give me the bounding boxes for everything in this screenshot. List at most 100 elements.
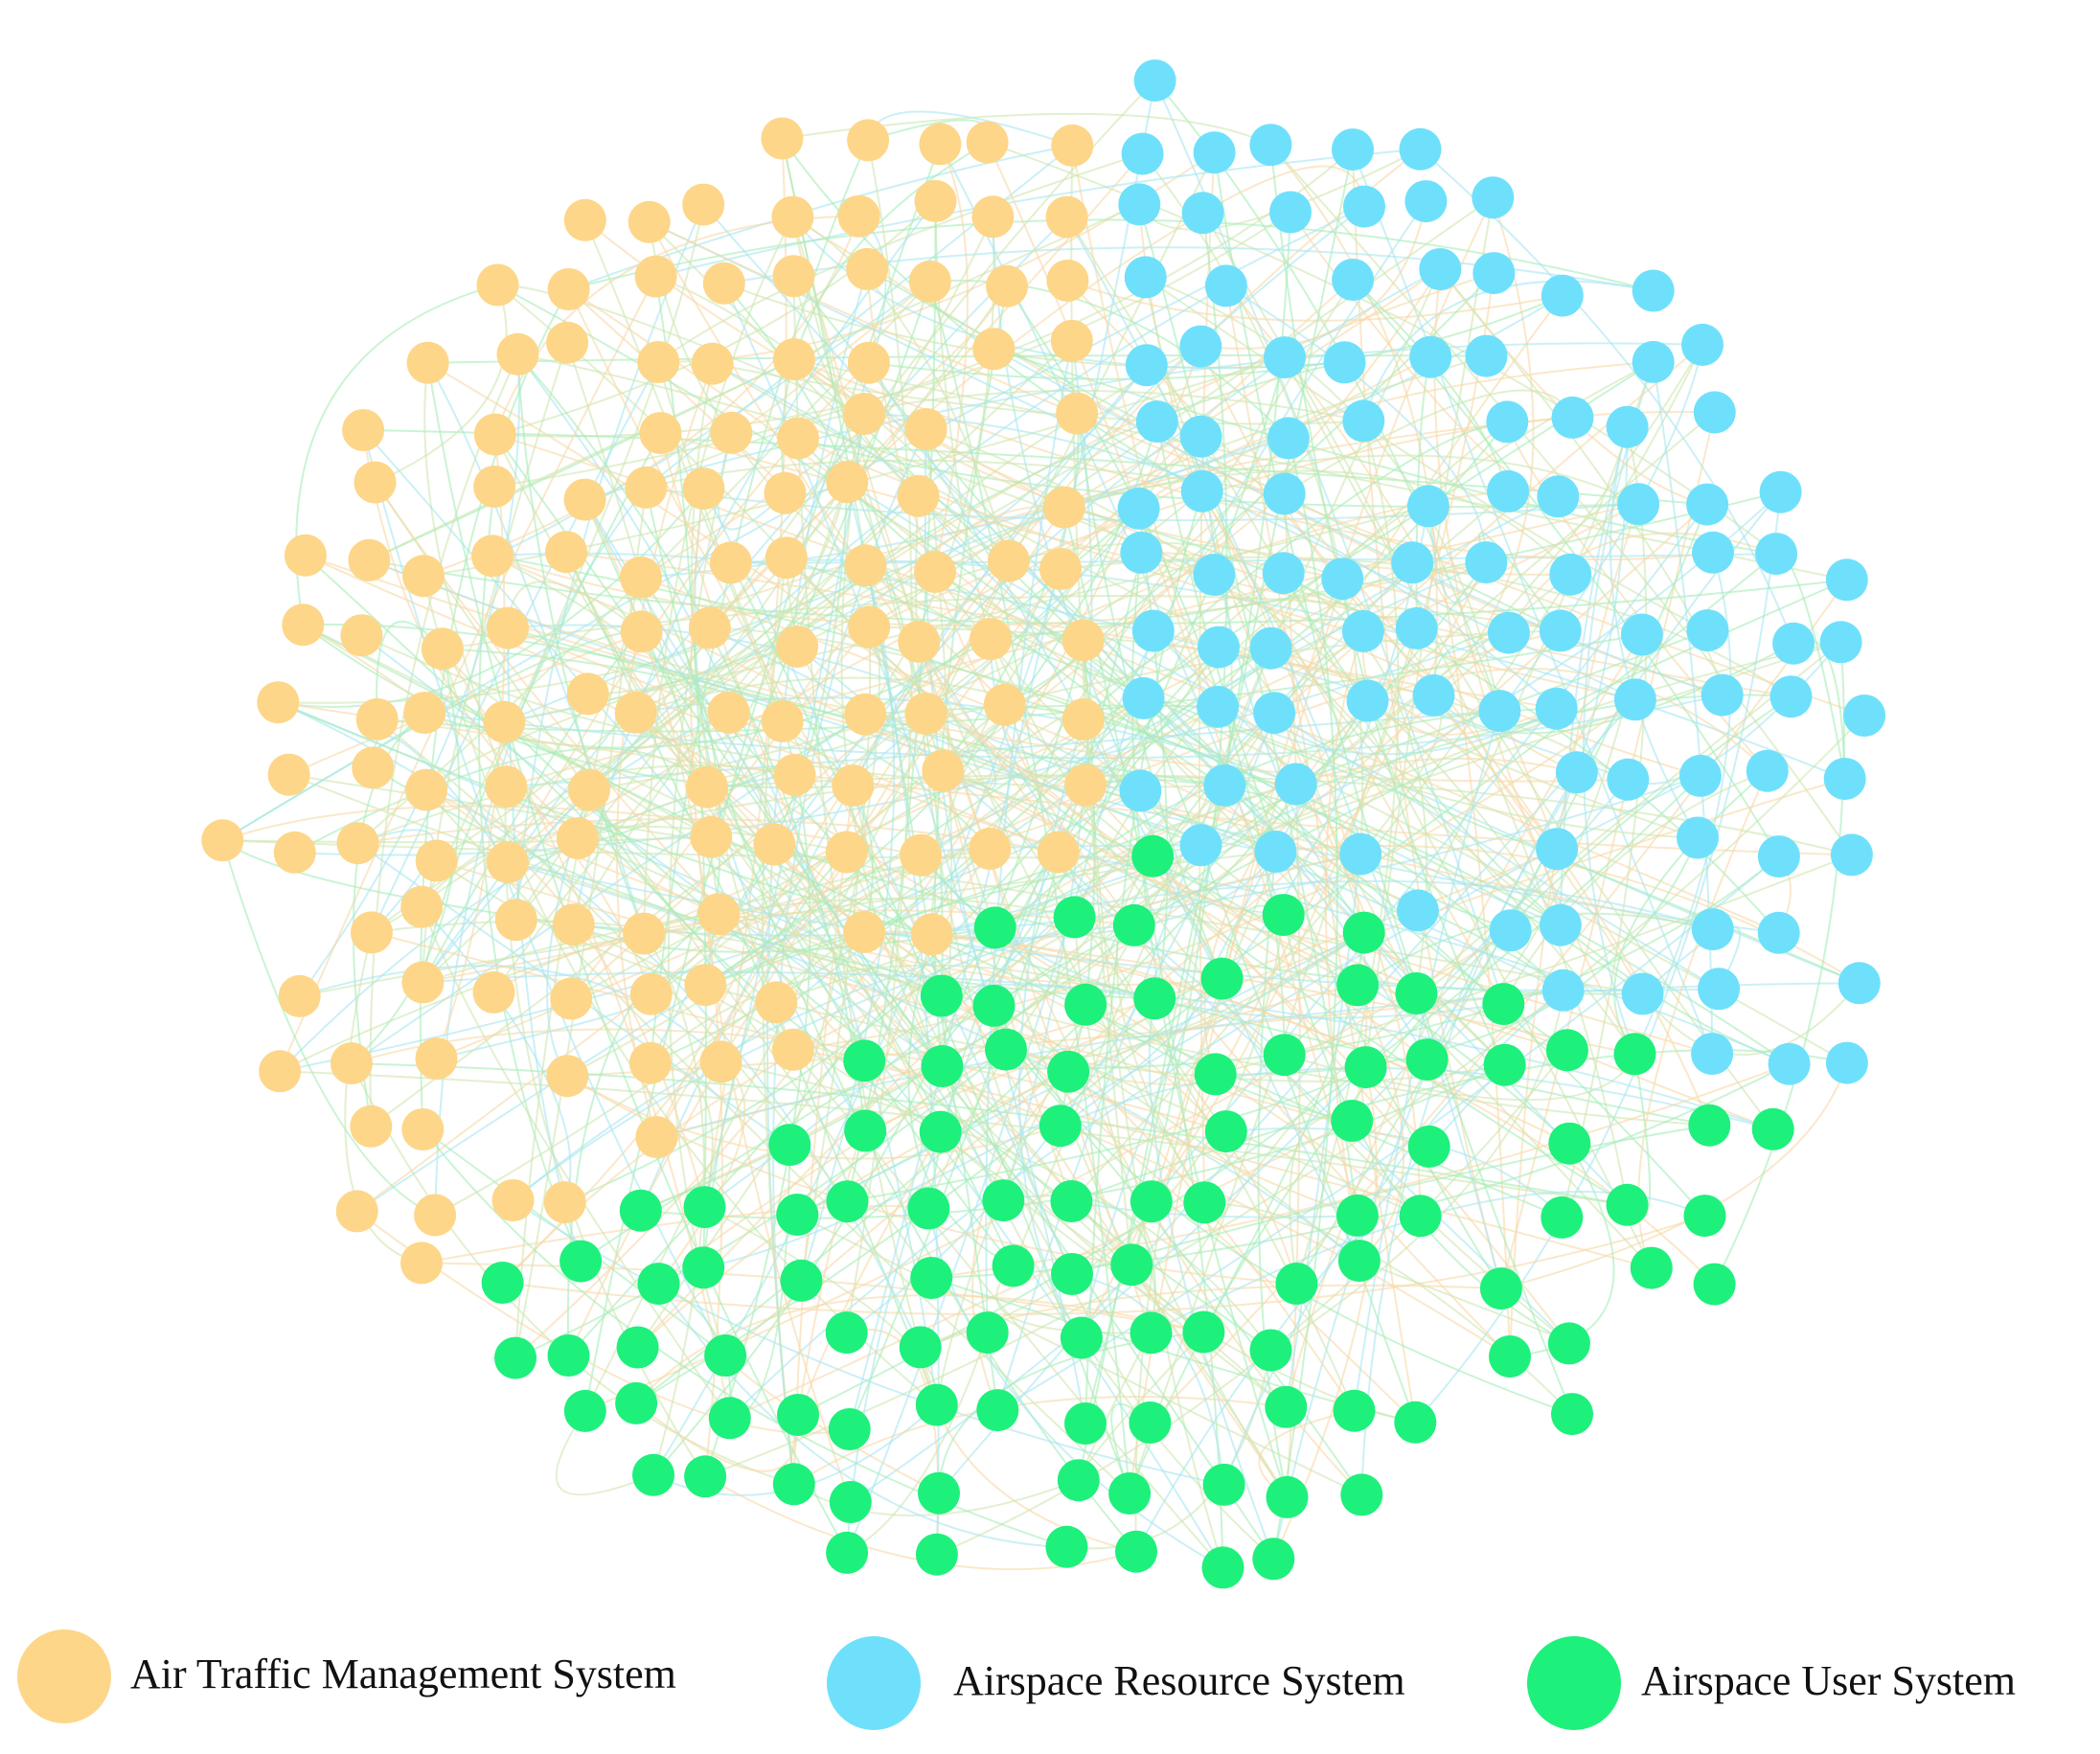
edge	[567, 279, 1354, 1356]
node	[1751, 1107, 1794, 1150]
edge	[344, 932, 422, 1264]
edge	[491, 555, 1791, 1065]
node	[1121, 132, 1164, 175]
node	[1262, 894, 1305, 937]
edge	[704, 844, 1201, 987]
node	[1332, 128, 1374, 171]
node	[971, 195, 1015, 239]
edge	[920, 914, 1285, 1349]
node	[415, 839, 458, 882]
edge	[654, 276, 707, 1268]
edge	[421, 1204, 929, 1264]
edge	[555, 1410, 654, 1496]
node	[1339, 832, 1382, 876]
edge	[667, 432, 733, 1356]
edge	[848, 80, 1156, 1430]
edge	[762, 558, 795, 1485]
edge	[993, 1005, 1573, 1416]
node	[620, 610, 663, 653]
node	[1482, 983, 1525, 1026]
node	[485, 765, 528, 809]
node	[1249, 124, 1292, 167]
edge	[1225, 285, 1488, 563]
node	[844, 544, 887, 587]
node	[919, 1110, 962, 1153]
node	[826, 1531, 869, 1574]
edge	[917, 495, 1562, 926]
edge	[436, 859, 1429, 1148]
node	[1323, 341, 1366, 384]
node	[350, 911, 393, 954]
edge	[1084, 490, 1203, 1424]
node	[1131, 609, 1175, 652]
edge	[507, 272, 1495, 863]
node	[487, 606, 529, 649]
legend: Air Traffic Management System Airspace R…	[17, 1629, 2016, 1730]
node	[837, 194, 880, 238]
node	[1131, 834, 1175, 877]
edge	[570, 572, 1285, 1000]
node	[568, 768, 610, 811]
node	[1117, 487, 1160, 530]
edge	[503, 720, 1289, 1498]
node	[1181, 192, 1224, 235]
node	[1769, 675, 1813, 718]
edge	[427, 361, 1430, 1148]
node	[1331, 1100, 1374, 1142]
edge	[1215, 837, 1699, 1076]
node	[1342, 911, 1385, 954]
edge	[848, 552, 1143, 1430]
edge	[572, 200, 937, 925]
node	[487, 841, 529, 884]
node	[843, 910, 886, 953]
node	[914, 551, 956, 593]
node	[1691, 908, 1734, 951]
node	[1064, 983, 1107, 1026]
node	[908, 260, 951, 303]
edge	[793, 1479, 1080, 1517]
node	[897, 474, 940, 517]
edge	[1641, 982, 1860, 1056]
node	[1179, 415, 1222, 458]
node	[1045, 195, 1088, 239]
node	[352, 746, 395, 789]
node	[1395, 606, 1438, 649]
edge	[422, 1128, 726, 1356]
node	[628, 1041, 672, 1084]
edge	[1151, 503, 1708, 1202]
node	[547, 268, 590, 310]
node	[628, 200, 671, 243]
node	[966, 1311, 1009, 1355]
node	[1823, 758, 1866, 800]
node	[1198, 626, 1240, 669]
node	[1346, 679, 1389, 722]
node	[635, 1116, 678, 1159]
node	[987, 539, 1030, 582]
node	[704, 1334, 747, 1377]
edge	[1272, 1066, 1378, 1560]
node	[772, 1463, 815, 1506]
node	[1204, 1110, 1247, 1153]
node	[1061, 619, 1105, 662]
node	[354, 461, 397, 504]
node	[350, 1105, 393, 1148]
node	[639, 412, 682, 455]
node	[1053, 896, 1096, 939]
node	[1487, 611, 1530, 654]
node	[1051, 1253, 1093, 1295]
edge	[864, 778, 1845, 1132]
node	[1632, 269, 1675, 312]
node	[494, 1336, 536, 1379]
node	[1489, 909, 1532, 952]
edge	[702, 931, 1365, 1269]
edge	[580, 579, 1848, 1263]
node	[1122, 676, 1165, 719]
node	[1548, 1122, 1591, 1165]
node	[1124, 256, 1167, 299]
node	[829, 1481, 872, 1523]
edge	[1270, 647, 1562, 925]
node	[970, 618, 1012, 661]
node	[992, 1244, 1035, 1287]
node	[847, 119, 890, 162]
